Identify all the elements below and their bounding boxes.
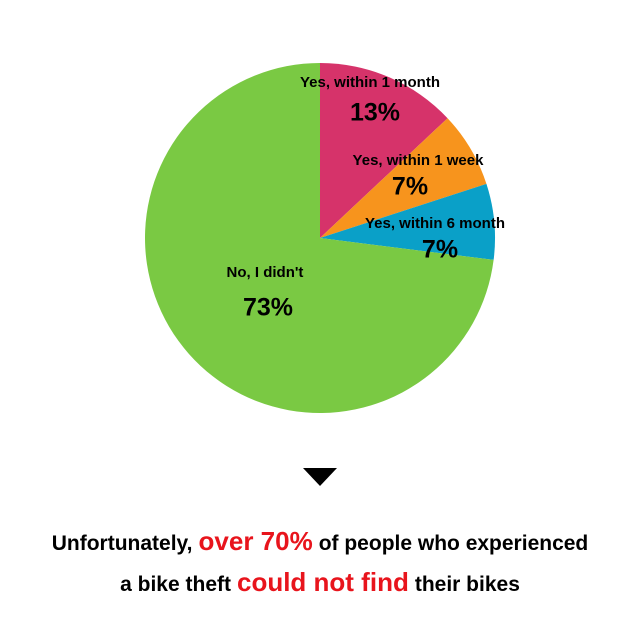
pie-slice — [145, 63, 494, 414]
slice-label: No, I didn't — [227, 264, 304, 281]
slice-label: Yes, within 1 week — [353, 152, 485, 169]
slice-value-label: 7% — [392, 173, 428, 201]
pie-slice — [320, 63, 448, 238]
chart: Yes, within 1 month 13% Yes, within 1 week… — [145, 63, 505, 486]
slice-value-label: 13% — [350, 99, 400, 127]
caption-text: a bike theft — [120, 573, 231, 596]
caption-line: Unfortunately, over 70% of people who expe… — [0, 522, 640, 563]
pie-slice — [320, 183, 495, 260]
caption: Unfortunately, over 70% of people who expe… — [0, 522, 640, 604]
caption-highlight: could not find — [236, 567, 409, 597]
caption-line: a bike theft could not find their bikes — [0, 563, 640, 604]
pie-slice — [320, 118, 487, 238]
slice-value-label: 7% — [422, 236, 458, 264]
caption-text: Unfortunately, — [51, 532, 193, 555]
slice-value-label: 73% — [243, 294, 293, 322]
slice-label: Yes, within 6 month — [365, 215, 505, 232]
down-arrow — [303, 468, 337, 486]
caption-text: of people who experienced — [318, 532, 589, 555]
caption-text: their bikes — [414, 573, 520, 596]
slice-label: Yes, within 1 month — [300, 74, 440, 91]
caption-highlight: over 70% — [198, 526, 313, 556]
